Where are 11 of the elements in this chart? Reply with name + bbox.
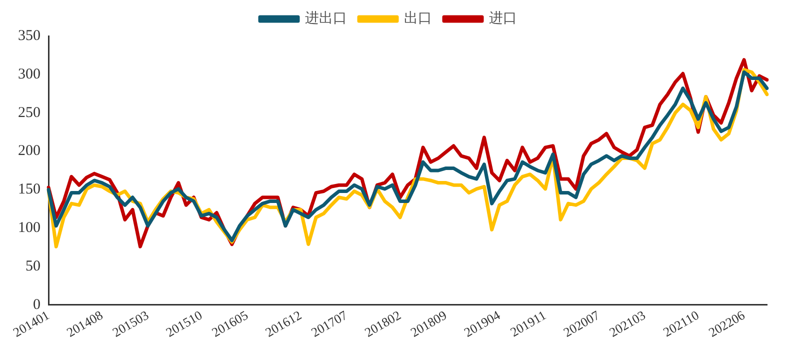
y-tick-label: 150 [18,182,40,198]
y-tick-label: 300 [18,66,40,82]
legend-label: 出口 [404,10,432,27]
y-tick-label: 350 [18,28,40,44]
y-tick-label: 50 [26,258,40,274]
legend-label: 进出口 [305,10,347,27]
y-tick-label: 0 [33,296,40,313]
legend-label: 进口 [489,10,517,27]
y-tick-label: 250 [18,104,40,121]
y-tick-label: 100 [18,220,40,236]
y-tick-label: 200 [18,143,40,160]
